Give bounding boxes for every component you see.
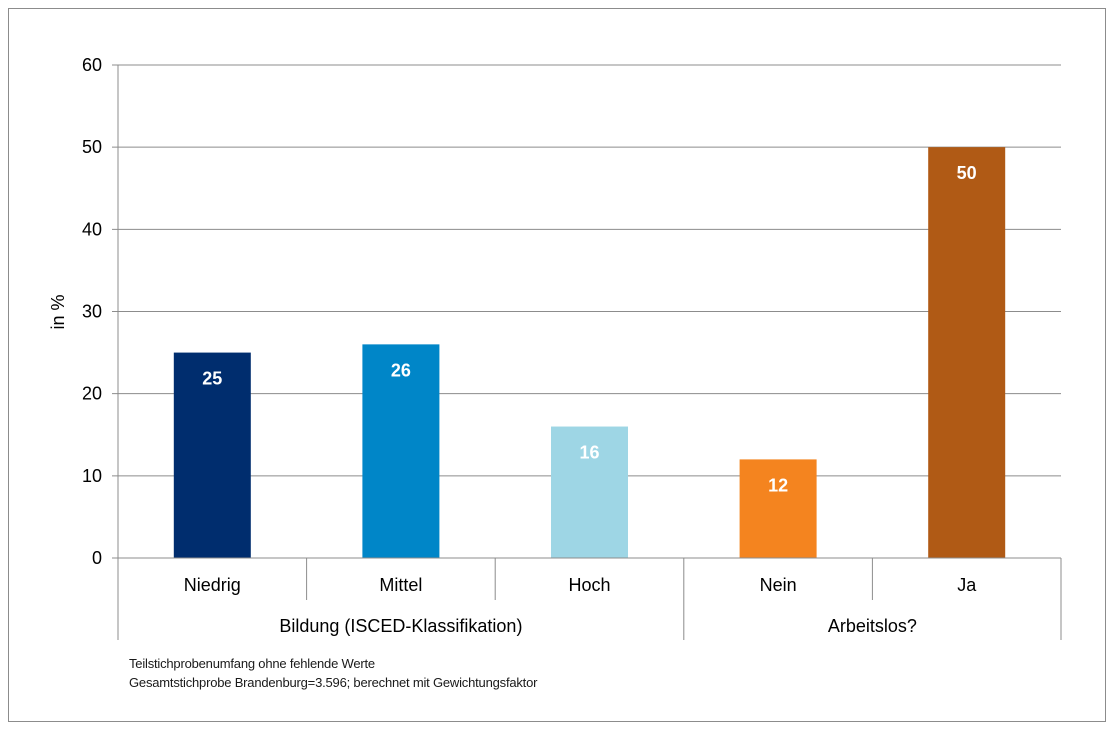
x-tick-label: Ja [957,575,977,595]
group-label: Arbeitslos? [828,616,917,636]
bars: 25 26 16 12 50 [173,147,1006,558]
x-tick-label: Nein [760,575,797,595]
data-label: 12 [768,475,788,495]
x-tick-label: Hoch [568,575,610,595]
y-tick-label: 30 [82,302,102,322]
data-label: 16 [579,443,599,463]
y-tick-label: 0 [92,548,102,568]
group-label: Bildung (ISCED-Klassifikation) [279,616,522,636]
y-tick-label: 10 [82,466,102,486]
data-label: 26 [391,360,411,380]
footnote-total-sample: Gesamtstichprobe Brandenburg=3.596; bere… [129,675,538,690]
bar-niedrig [173,352,251,558]
y-tick-label: 40 [82,219,102,239]
y-axis-label: in % [48,294,68,329]
data-label: 25 [202,369,222,389]
x-tick-label: Mittel [379,575,422,595]
footnote-sample-size: Teilstichprobenumfang ohne fehlende Wert… [129,656,375,671]
x-axis: Niedrig Mittel Hoch Nein Ja Bildung (ISCED-Kl… [117,557,1062,640]
y-tick-label: 20 [82,384,102,404]
bar-nein [739,459,817,558]
bar-ja [928,147,1006,558]
data-label: 50 [957,163,977,183]
bar-mittel [362,344,440,558]
y-axis-ticks: 0 10 20 30 40 50 60 [82,55,102,568]
y-tick-label: 60 [82,55,102,75]
x-tick-label: Niedrig [184,575,241,595]
bar-hoch [551,426,628,558]
y-tick-label: 50 [82,137,102,157]
